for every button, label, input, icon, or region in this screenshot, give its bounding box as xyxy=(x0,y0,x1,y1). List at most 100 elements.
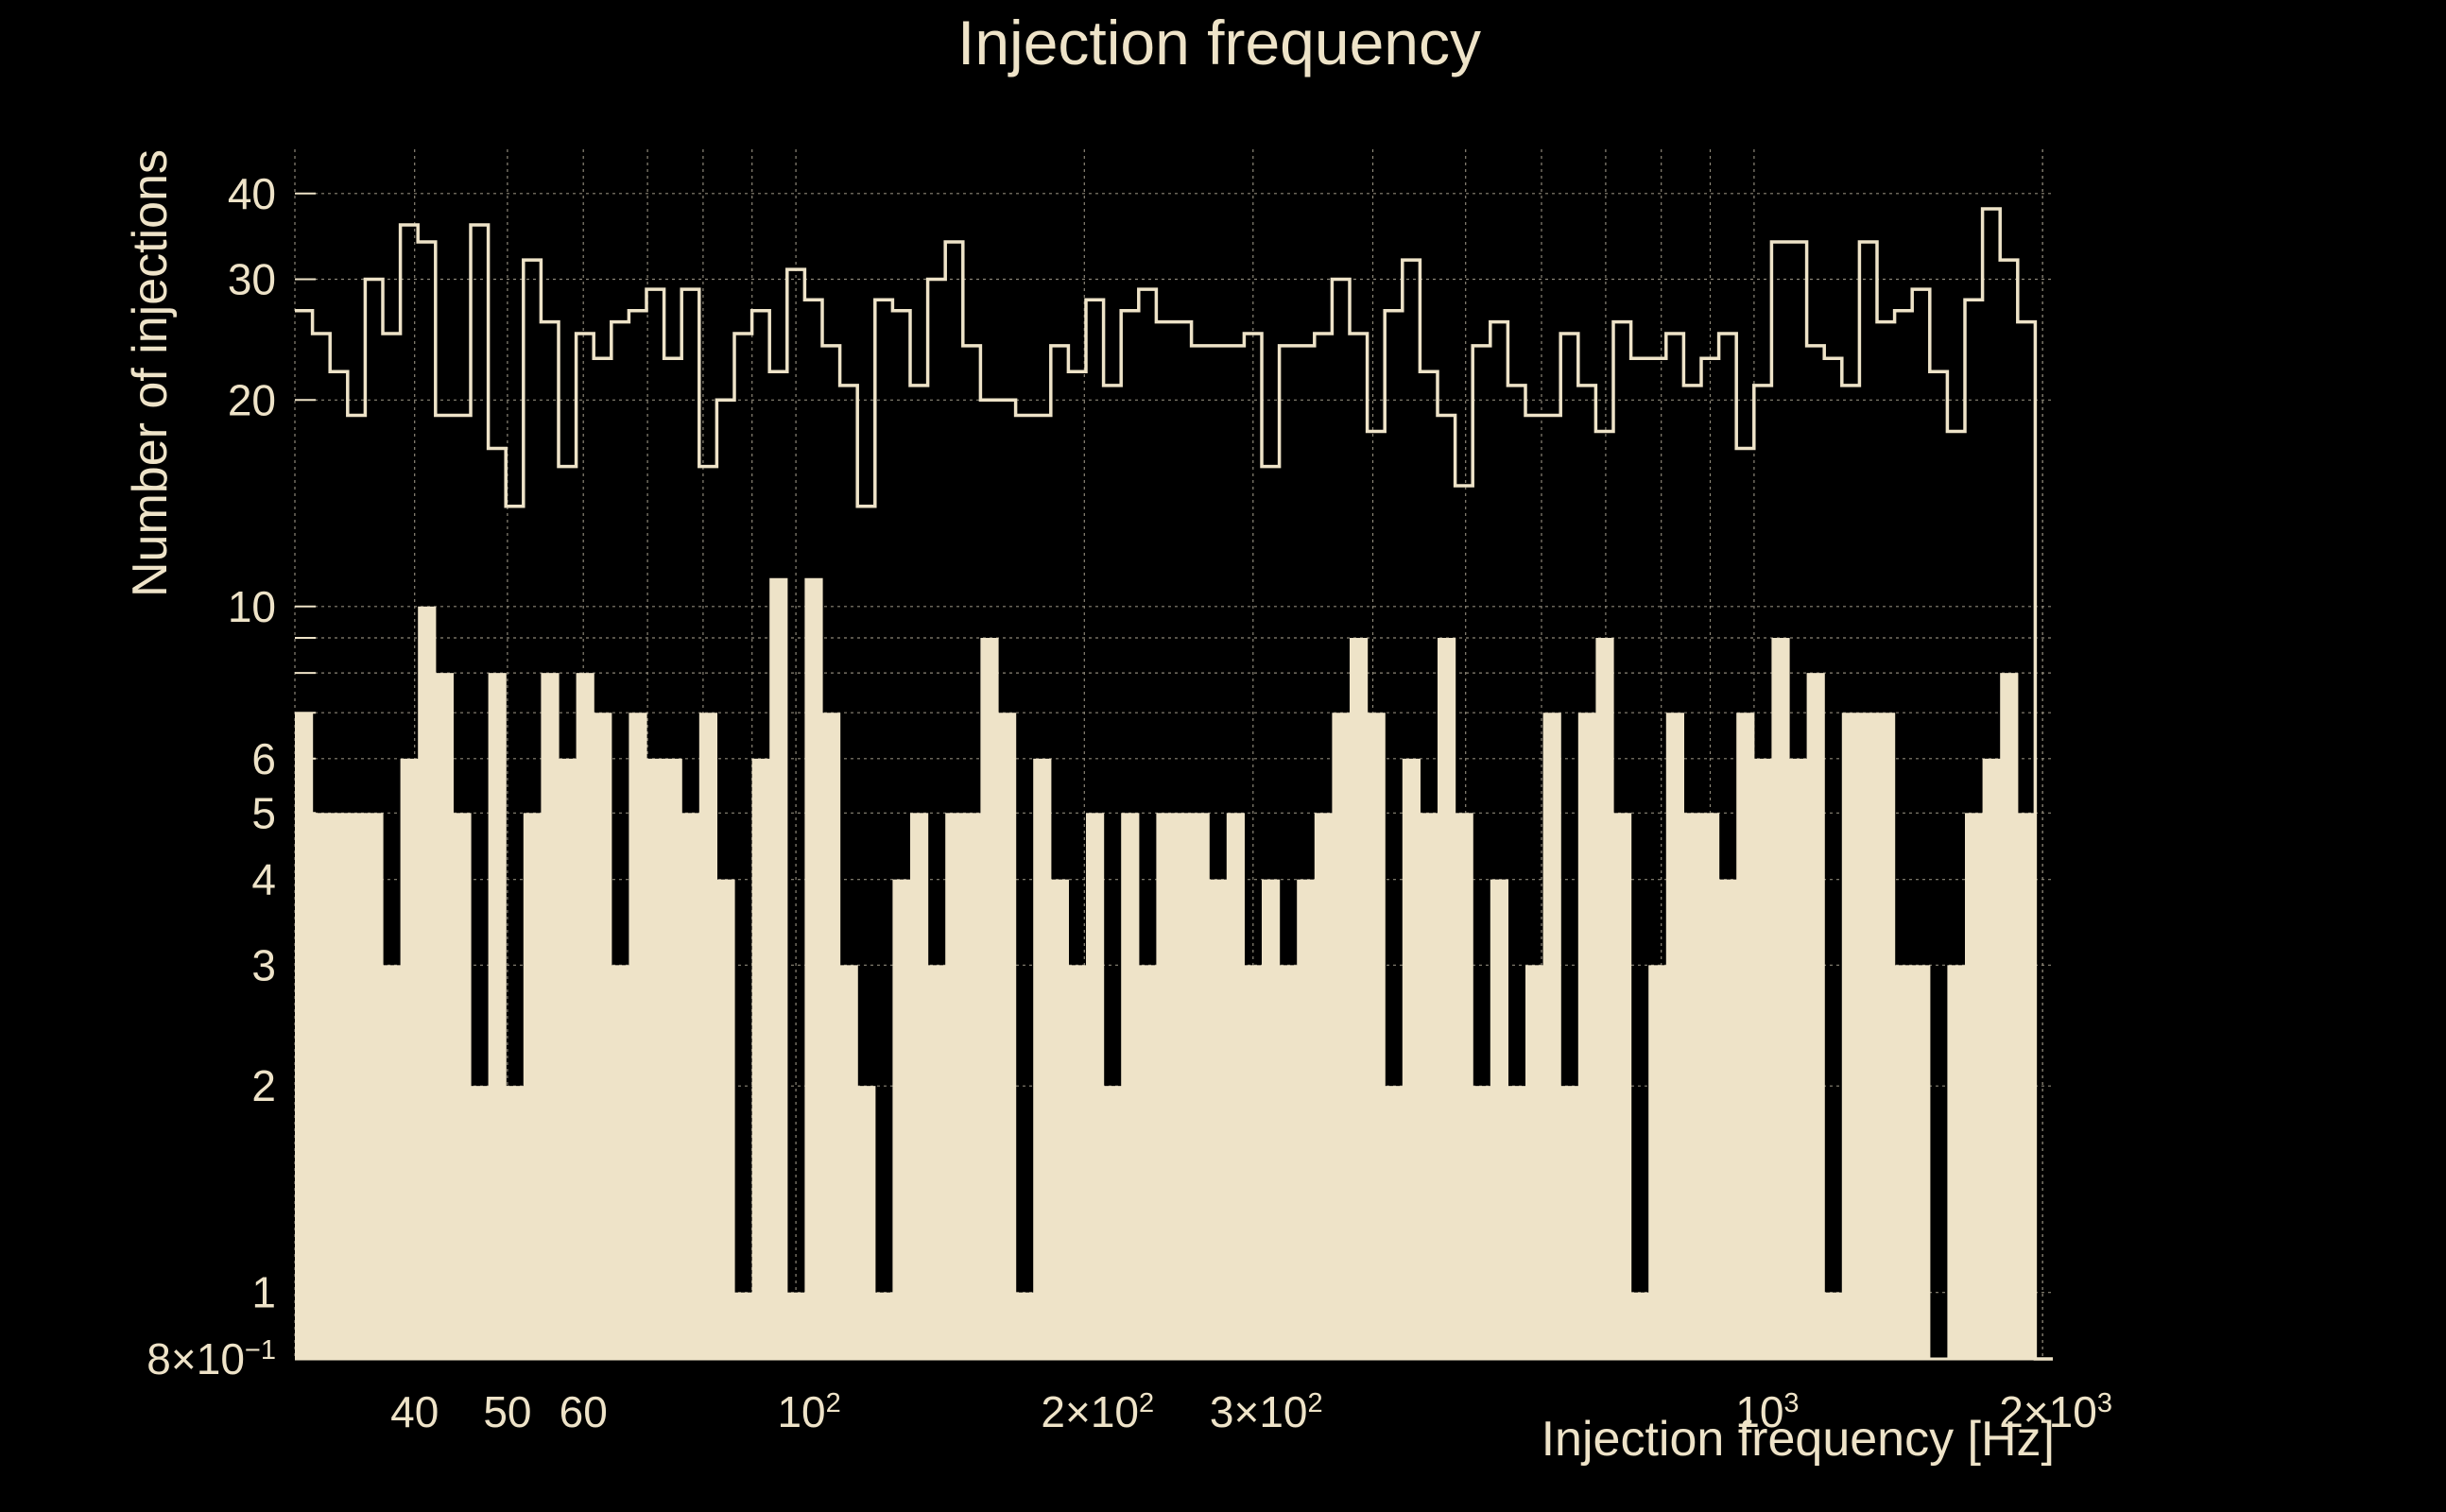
histogram-bar xyxy=(1806,673,1825,1359)
histogram-bar xyxy=(2000,673,2019,1359)
histogram-bar xyxy=(2017,813,2036,1359)
histogram-bar xyxy=(1156,813,1175,1359)
histogram-bar xyxy=(1665,713,1684,1359)
histogram-bar xyxy=(1683,813,1702,1359)
x-tick-label: 2×102 xyxy=(1041,1387,1154,1436)
histogram-bar xyxy=(365,813,384,1359)
histogram-bar xyxy=(1473,1086,1491,1359)
histogram-bar xyxy=(1982,758,2001,1359)
histogram-bar xyxy=(1174,813,1193,1359)
histogram-bar xyxy=(786,1292,805,1359)
histogram-bar xyxy=(1262,879,1281,1359)
histogram-bar xyxy=(1209,879,1228,1359)
y-tick-label: 10 xyxy=(228,582,276,631)
histogram-bar xyxy=(663,758,682,1359)
histogram-bar xyxy=(1297,879,1316,1359)
histogram-bar xyxy=(559,758,577,1359)
histogram-bar xyxy=(347,813,366,1359)
x-tick-label: 50 xyxy=(483,1387,531,1436)
y-tick-label: 3 xyxy=(251,940,276,989)
y-tick-label: 8×10−1 xyxy=(146,1334,276,1383)
histogram-bar xyxy=(1630,1292,1649,1359)
y-tick-label: 4 xyxy=(251,855,276,904)
histogram-bar xyxy=(1438,638,1456,1359)
histogram-bar xyxy=(1402,758,1421,1359)
filled-histogram xyxy=(295,577,2036,1359)
histogram-bar xyxy=(1560,1086,1579,1359)
histogram-bar xyxy=(1753,758,1772,1359)
histogram-bar xyxy=(506,1086,525,1359)
histogram-bar xyxy=(1015,1292,1034,1359)
histogram-bar xyxy=(576,673,594,1359)
histogram-bar xyxy=(927,965,946,1359)
histogram-bar xyxy=(1701,813,1720,1359)
histogram-bar xyxy=(383,965,402,1359)
histogram-bar xyxy=(1455,813,1473,1359)
histogram-bar xyxy=(453,813,472,1359)
histogram-bar xyxy=(910,813,929,1359)
tick-labels: 40 50 60 102 2×102 3×102 103 2×103 8×10−1 1 2 3 4 5 6 1… xyxy=(146,169,2112,1436)
histogram-bar xyxy=(646,758,665,1359)
histogram-bar xyxy=(839,965,858,1359)
histogram-bar xyxy=(1050,879,1069,1359)
histogram-bar xyxy=(1648,965,1667,1359)
histogram-bar xyxy=(1894,965,1913,1359)
histogram-bar xyxy=(400,758,419,1359)
histogram-bar xyxy=(295,713,314,1359)
histogram-bar xyxy=(330,813,349,1359)
histogram-bar xyxy=(523,813,542,1359)
histogram-bar xyxy=(418,606,437,1359)
histogram-bar xyxy=(698,713,717,1359)
histogram-bar xyxy=(1877,713,1896,1359)
histogram-bar xyxy=(1771,638,1790,1359)
histogram-bar xyxy=(1490,879,1508,1359)
histogram-bar xyxy=(945,813,964,1359)
histogram-bar xyxy=(734,1292,753,1359)
y-tick-label: 2 xyxy=(251,1061,276,1110)
x-tick-label: 60 xyxy=(560,1387,608,1436)
histogram-bar xyxy=(1068,965,1087,1359)
histogram-bar xyxy=(1859,713,1878,1359)
histogram-bar xyxy=(751,758,770,1359)
histogram-bar xyxy=(1613,813,1632,1359)
histogram-bar xyxy=(1542,713,1561,1359)
histogram-bar xyxy=(611,965,629,1359)
histogram-bar xyxy=(471,1086,490,1359)
x-tick-label: 2×103 xyxy=(1999,1387,2112,1436)
histogram-bar xyxy=(1332,713,1351,1359)
chart-title: Injection frequency xyxy=(957,8,1481,77)
y-axis-label: Number of injections xyxy=(123,149,178,597)
histogram-bar xyxy=(312,813,331,1359)
y-tick-label: 6 xyxy=(251,734,276,783)
histogram-bar xyxy=(1279,965,1298,1359)
y-tick-label: 20 xyxy=(228,375,276,424)
histogram-bar xyxy=(1226,813,1245,1359)
histogram-bar xyxy=(1103,1086,1122,1359)
histogram-bar xyxy=(488,673,507,1359)
histogram-bar xyxy=(857,1086,876,1359)
histogram-bar xyxy=(1577,713,1596,1359)
y-tick-label: 30 xyxy=(228,255,276,304)
histogram-bar xyxy=(1841,713,1860,1359)
y-tick-label: 1 xyxy=(251,1268,276,1317)
histogram-bar xyxy=(1525,965,1544,1359)
histogram-bar xyxy=(1965,813,1984,1359)
y-tick-label: 5 xyxy=(251,788,276,837)
histogram-bar xyxy=(1191,813,1210,1359)
histogram-bar xyxy=(804,577,823,1359)
x-tick-label: 40 xyxy=(390,1387,439,1436)
histogram-bar xyxy=(998,713,1017,1359)
histogram-bar xyxy=(541,673,560,1359)
histogram-bar xyxy=(1350,638,1369,1359)
histogram-bar xyxy=(1244,965,1263,1359)
histogram-bar xyxy=(1718,879,1737,1359)
histogram-bar xyxy=(1033,758,1052,1359)
histogram-bar xyxy=(1507,1086,1526,1359)
x-tick-label: 3×102 xyxy=(1210,1387,1323,1436)
histogram-bar xyxy=(1912,965,1931,1359)
histogram-bar xyxy=(1121,813,1140,1359)
histogram-bar xyxy=(716,879,735,1359)
histogram-bar xyxy=(1595,638,1614,1359)
histogram-bar xyxy=(629,713,647,1359)
